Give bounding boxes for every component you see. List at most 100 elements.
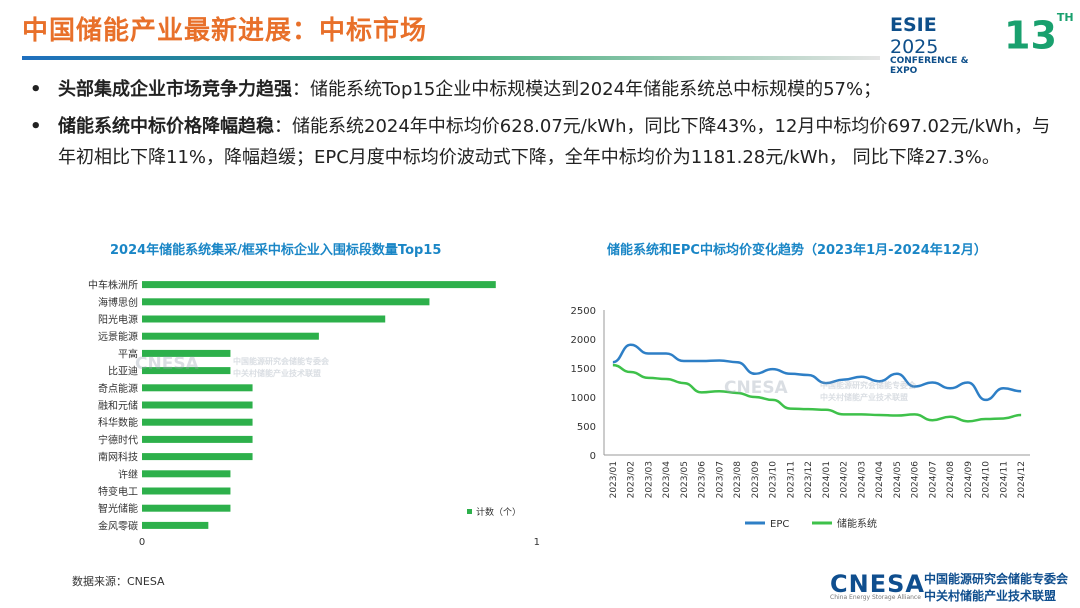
bullet-item: • 储能系统中标价格降幅趋稳：储能系统2024年中标均价628.07元/kWh，… <box>30 111 1060 173</box>
watermark-cn2: 中关村储能产业技术联盟 <box>820 393 908 402</box>
bar <box>142 435 253 443</box>
x-tick-label: 2023/12 <box>804 461 814 498</box>
bullet-heading: 头部集成企业市场竞争力趋强 <box>58 79 292 100</box>
x-tick-label: 2023/02 <box>627 461 637 498</box>
x-tick-label: 2024/03 <box>857 461 867 498</box>
watermark-cn2: 中关村储能产业技术联盟 <box>233 369 321 378</box>
bar <box>142 367 231 375</box>
bullet-text: ：储能系统Top15企业中标规模达到2024年储能系统总中标规模的57%； <box>292 79 882 100</box>
series-line-storage <box>612 363 1022 423</box>
13th-logo: 13TH <box>1004 11 1074 58</box>
bullet-list: • 头部集成企业市场竞争力趋强：储能系统Top15企业中标规模达到2024年储能… <box>30 74 1060 179</box>
page-title-main: 储能产业最新进展：中标市场 <box>76 16 428 46</box>
bar-chart-title: 2024年储能系统集采/框采中标企业入围标段数量Top15 <box>110 243 442 258</box>
x-tick-label: 2024/11 <box>999 461 1009 498</box>
bar <box>142 401 253 409</box>
x-tick-label: 0 <box>139 537 145 548</box>
cnesa-logo-sub: China Energy Storage Alliance <box>830 594 921 601</box>
x-tick-label: 2024/06 <box>911 461 921 499</box>
bar <box>142 418 253 426</box>
bullet-text: ：储能系统2024年中标均价628.07元/kWh，同比下降43%，12月中标均… <box>58 116 1051 168</box>
bullet-item: • 头部集成企业市场竞争力趋强：储能系统Top15企业中标规模达到2024年储能… <box>30 74 1060 105</box>
bar-category-label: 比亚迪 <box>108 366 138 378</box>
bar-category-label: 宁德时代 <box>98 433 138 446</box>
page-title: 中国储能产业最新进展：中标市场 <box>22 10 427 47</box>
x-tick-label: 2023/10 <box>769 461 779 499</box>
x-tick-label: 2023/04 <box>662 461 672 499</box>
esie-logo-year: 2025 <box>890 36 939 58</box>
esie-logo-text: ESIE <box>890 14 937 36</box>
x-tick-label: 2023/07 <box>715 461 725 498</box>
x-tick-label: 2023/05 <box>680 461 690 498</box>
x-tick-label: 2024/09 <box>964 461 974 499</box>
esie-logo: ESIE 2025 CONFERENCE & EXPO <box>890 14 990 76</box>
page-title-prefix: 中国 <box>22 16 77 46</box>
header-divider <box>22 56 880 60</box>
cnesa-org-line1: 中国能源研究会储能专委会 <box>924 572 1069 586</box>
bar-category-label: 科华数能 <box>98 416 138 429</box>
y-tick-label: 1000 <box>571 393 596 404</box>
bar-category-label: 南网科技 <box>98 451 138 464</box>
x-tick-label: 2024/12 <box>1017 461 1027 498</box>
bar <box>142 470 231 478</box>
bar <box>142 521 209 529</box>
bar-category-label: 阳光电源 <box>98 313 138 326</box>
x-tick-label: 2024/01 <box>822 461 832 498</box>
legend-label-storage: 储能系统 <box>837 517 877 530</box>
bar <box>142 504 231 512</box>
data-source: 数据来源：CNESA <box>72 575 165 588</box>
x-tick-label: 2023/11 <box>786 461 796 498</box>
x-tick-label: 2023/01 <box>609 461 619 498</box>
x-tick-label: 2024/02 <box>840 461 850 498</box>
x-tick-label: 2023/06 <box>698 461 708 499</box>
x-tick-label: 2024/07 <box>928 461 938 498</box>
x-tick-label: 2024/08 <box>946 461 956 499</box>
bar-category-label: 平高 <box>118 347 138 360</box>
y-tick-label: 0 <box>590 451 596 462</box>
watermark-en: CNESA <box>135 354 199 374</box>
bar <box>142 298 430 306</box>
13th-logo-suffix: TH <box>1056 11 1074 24</box>
bar-category-label: 远景能源 <box>98 330 138 343</box>
y-tick-label: 2500 <box>571 306 596 317</box>
watermark-cn1: 中国能源研究会储能专委会 <box>233 357 329 366</box>
y-tick-label: 500 <box>577 422 596 433</box>
x-tick-label: 2024/05 <box>893 461 903 498</box>
watermark-en: CNESA <box>724 378 788 398</box>
bullet-heading: 储能系统中标价格降幅趋稳 <box>58 116 274 137</box>
x-tick-label: 2023/03 <box>644 461 654 498</box>
x-tick-label: 2023/08 <box>733 461 743 499</box>
cnesa-org-line2: 中关村储能产业技术联盟 <box>924 589 1057 603</box>
legend-swatch <box>467 509 472 514</box>
bar-category-label: 智光储能 <box>98 502 138 515</box>
watermark-cn1: 中国能源研究会储能专委会 <box>820 381 916 390</box>
bar-category-label: 中车株洲所 <box>88 279 138 292</box>
line-chart: 0 500 1000 1500 2000 2500 2023/01 2023/02 2023/0… <box>571 306 1030 530</box>
bar-category-label: 海博思创 <box>98 296 138 309</box>
bar <box>142 332 319 340</box>
bar <box>142 315 386 323</box>
y-tick-label: 1500 <box>571 364 596 375</box>
bar <box>142 349 231 357</box>
bar-category-label: 特变电工 <box>98 485 138 498</box>
legend-label-epc: EPC <box>770 519 789 530</box>
cnesa-logo-name: CNESA <box>830 570 925 598</box>
13th-logo-number: 13 <box>1004 13 1057 58</box>
bar-chart: 中车株洲所海博思创阳光电源远景能源平高比亚迪奇点能源融和元储科华数能宁德时代南网… <box>88 279 540 548</box>
bar <box>142 281 496 289</box>
legend-label: 计数（个） <box>476 506 521 518</box>
bar-category-label: 许继 <box>118 468 138 481</box>
line-chart-title: 储能系统和EPC中标均价变化趋势（2023年1月-2024年12月） <box>607 243 987 258</box>
y-tick-label: 2000 <box>571 335 596 346</box>
bar <box>142 384 253 392</box>
series-line-epc <box>612 343 1022 402</box>
bullet-dot: • <box>30 116 42 137</box>
x-tick-label: 2024/10 <box>982 461 992 499</box>
bar <box>142 453 253 461</box>
cnesa-logo: CNESA China Energy Storage Alliance <box>830 570 925 601</box>
bar-category-label: 金风零碳 <box>98 519 138 532</box>
bar <box>142 487 231 495</box>
x-tick-label: 2024/04 <box>875 461 885 499</box>
bar-category-label: 融和元储 <box>98 399 138 412</box>
bullet-dot: • <box>30 79 42 100</box>
